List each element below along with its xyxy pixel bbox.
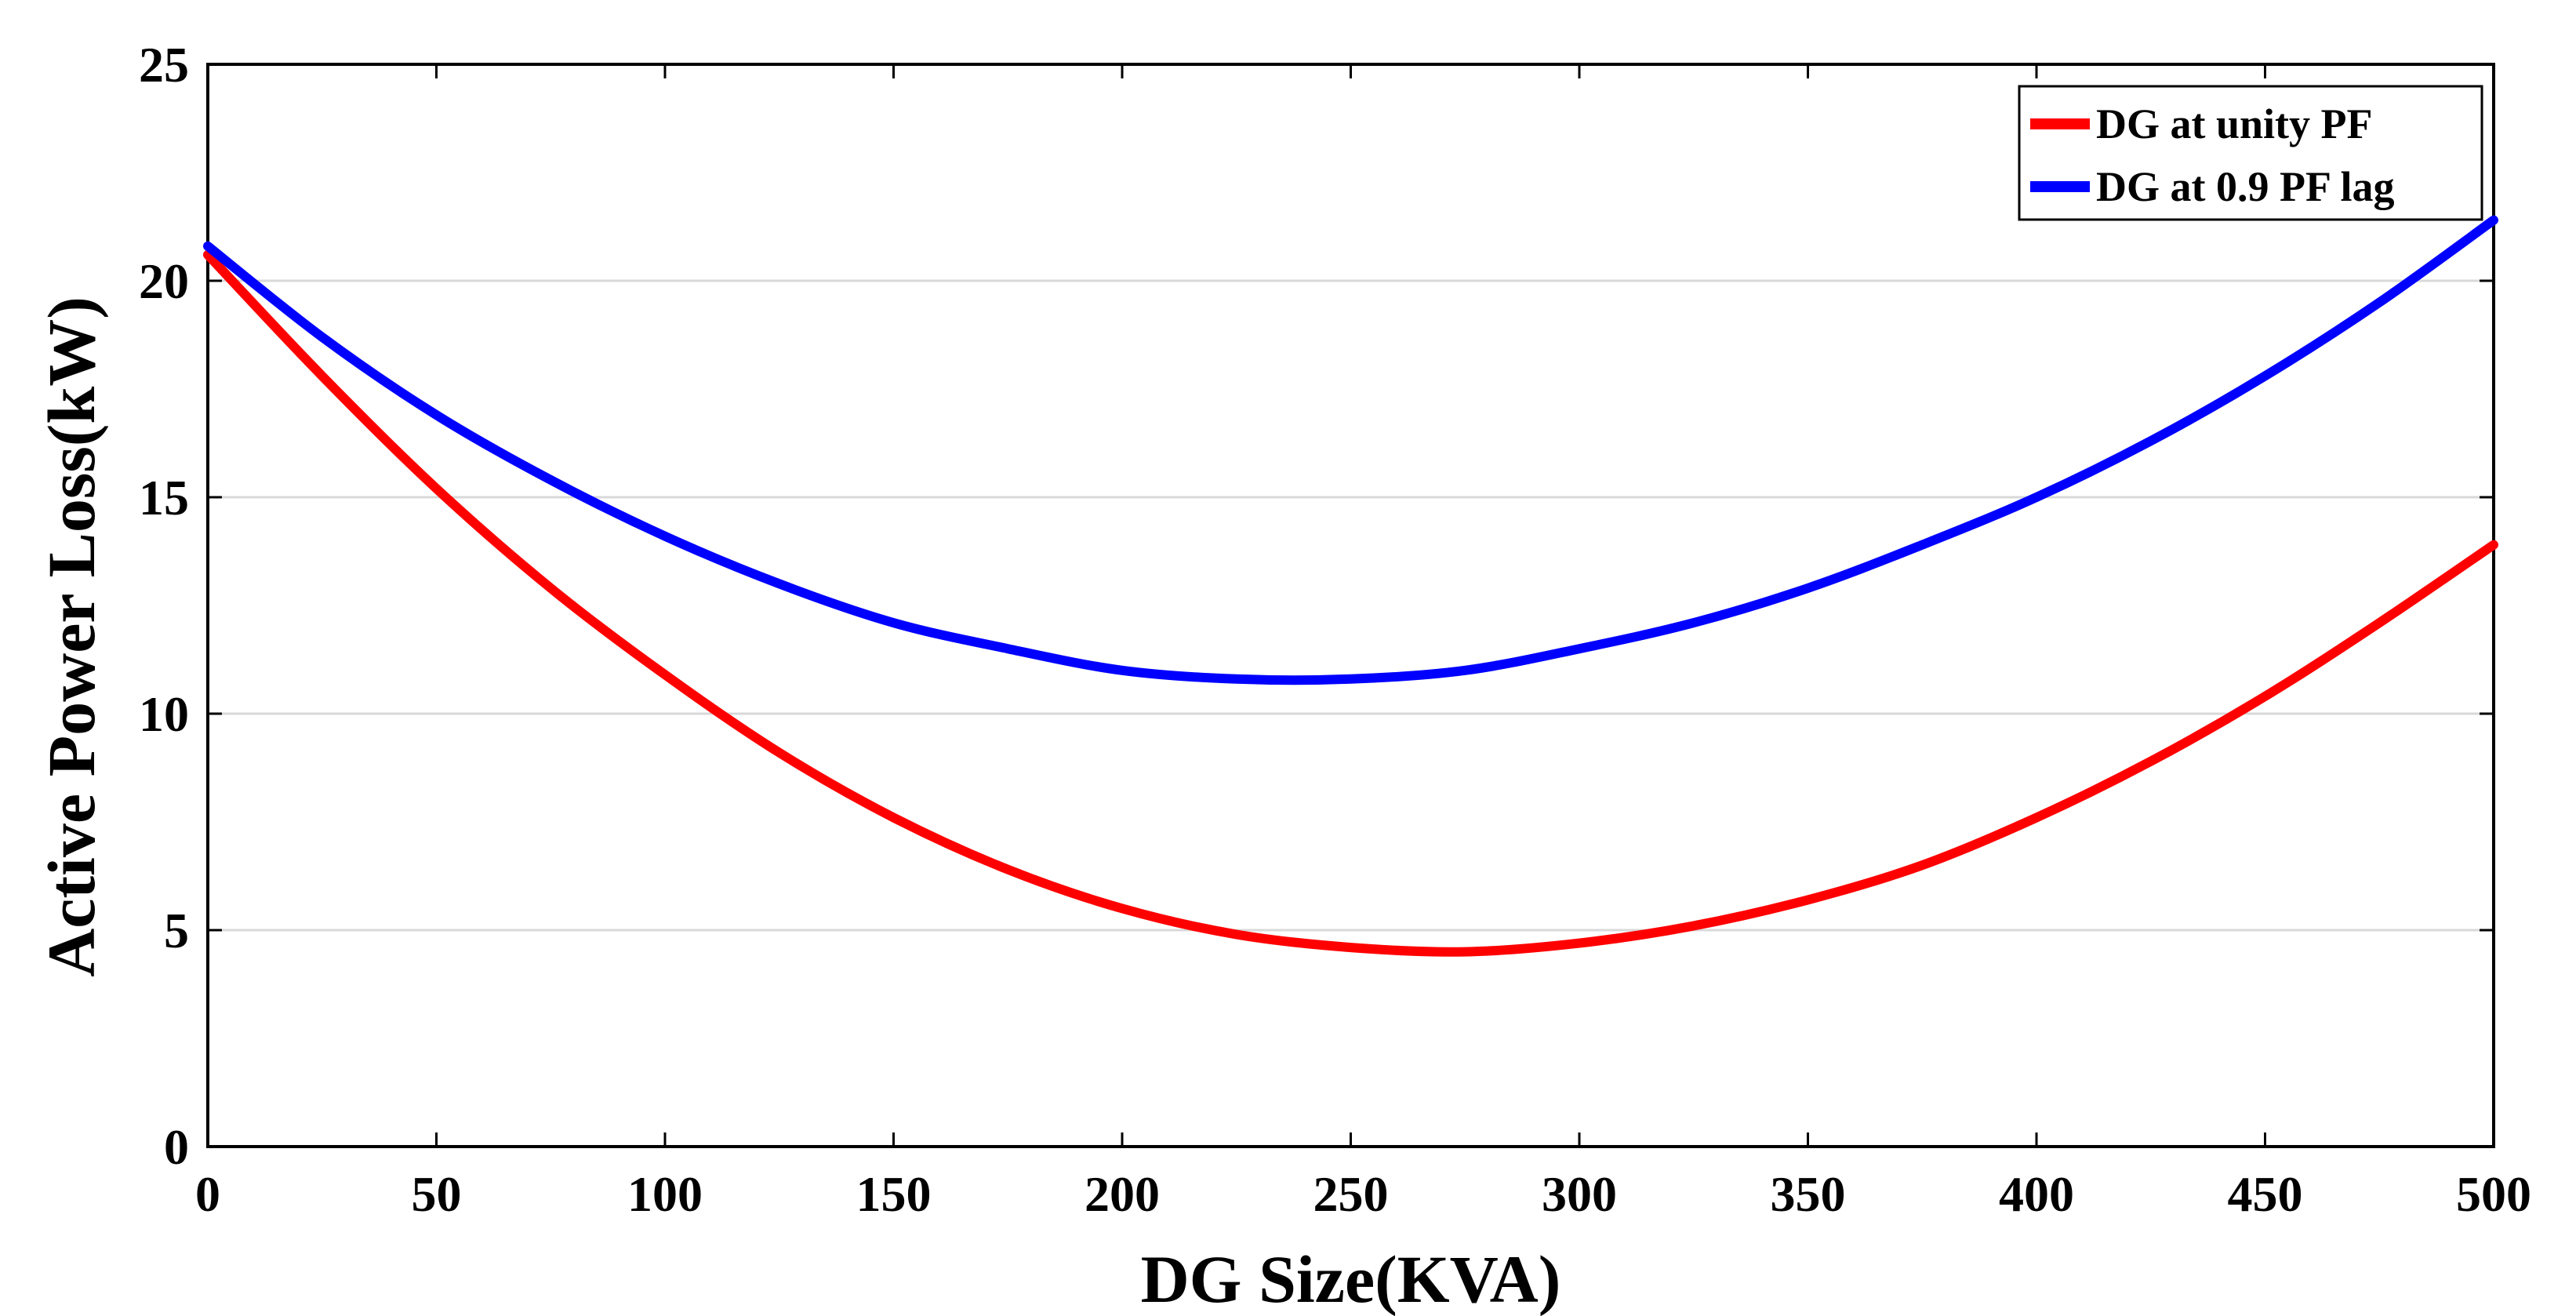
- x-axis-tick-labels: 0 50 100 150 200 250 300 350 400 450 500: [195, 1166, 2531, 1222]
- x-tick-label-350: 350: [1771, 1166, 1846, 1222]
- y-tick-label-20: 20: [139, 253, 189, 309]
- series-lines: [203, 215, 2498, 957]
- axis-ticks: [206, 63, 2495, 1148]
- x-tick-label-300: 300: [1542, 1166, 1617, 1222]
- y-axis-title: Active Power Loss(kW): [34, 296, 109, 977]
- legend-label-0.9-pf-lag: DG at 0.9 PF lag: [2096, 163, 2394, 210]
- series-line-dg-at-unity-pf: [203, 249, 2498, 957]
- series-line-dg-at-0.9-pf-lag: [203, 215, 2498, 685]
- y-tick-label-0: 0: [164, 1119, 189, 1175]
- y-tick-label-25: 25: [139, 37, 189, 93]
- x-tick-label-450: 450: [2228, 1166, 2303, 1222]
- legend-label-unity-pf: DG at unity PF: [2096, 100, 2373, 147]
- x-axis-title: DG Size(KVA): [1141, 1241, 1561, 1316]
- x-tick-label-100: 100: [627, 1166, 703, 1222]
- x-tick-label-150: 150: [856, 1166, 932, 1222]
- x-tick-label-500: 500: [2456, 1166, 2531, 1222]
- y-axis-tick-labels: 0 5 10 15 20 25: [139, 37, 189, 1175]
- x-tick-label-50: 50: [412, 1166, 462, 1222]
- x-tick-label-200: 200: [1085, 1166, 1160, 1222]
- x-tick-label-250: 250: [1313, 1166, 1389, 1222]
- y-tick-label-5: 5: [164, 903, 189, 958]
- x-tick-label-400: 400: [1999, 1166, 2074, 1222]
- y-tick-label-15: 15: [139, 470, 189, 525]
- legend: DG at unity PF DG at 0.9 PF lag: [2018, 85, 2483, 221]
- legend-box: [2018, 85, 2483, 221]
- x-tick-label-0: 0: [195, 1166, 220, 1222]
- y-tick-label-10: 10: [139, 686, 189, 742]
